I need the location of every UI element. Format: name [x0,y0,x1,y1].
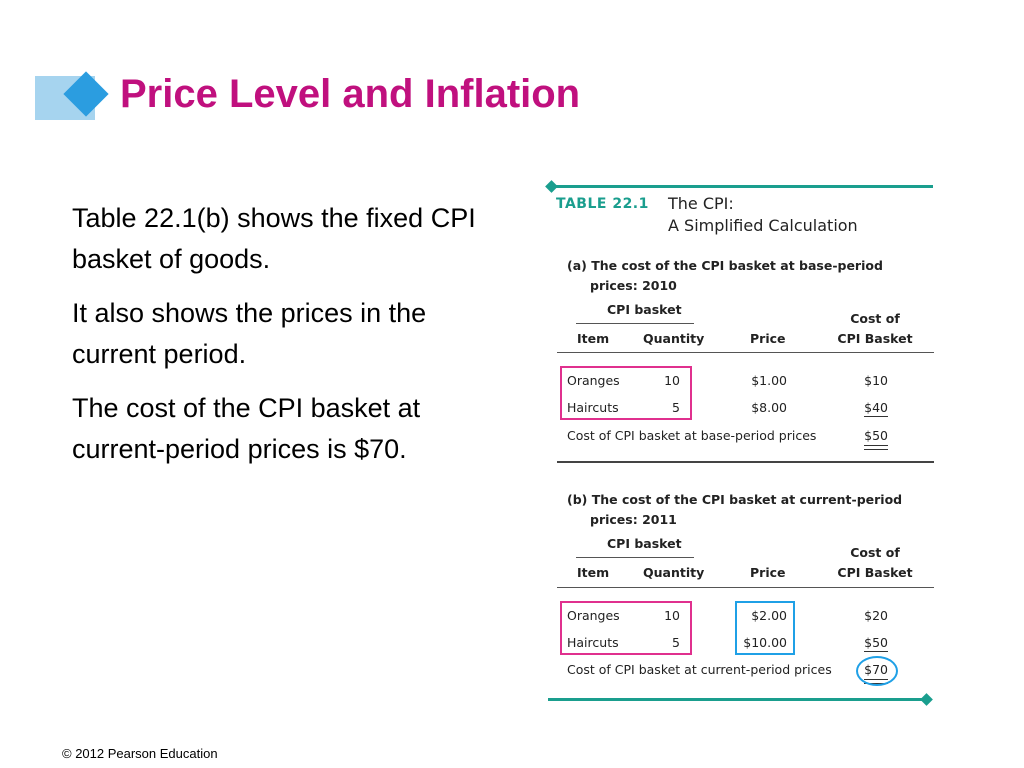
table-cell: $50 [864,635,888,650]
highlight-box-basket-b [560,601,692,655]
paragraph: It also shows the prices in the current … [72,298,427,369]
column-header: Price [750,331,786,346]
column-header: CPI Basket [837,331,913,346]
top-border [552,185,933,188]
section-a-heading: prices: 2010 [590,278,677,293]
table-cell: $20 [864,608,888,623]
total-label: Cost of CPI basket at base-period prices [567,428,817,443]
highlight-box-basket-a [560,366,692,420]
column-header: Quantity [643,565,705,580]
table-cell: Haircuts [567,635,619,650]
copyright-footer: © 2012 Pearson Education [62,746,218,761]
column-header: Price [750,565,786,580]
section-b-heading: (b) The cost of the CPI basket at curren… [567,492,903,507]
sum-underline [864,651,888,652]
table-title: The CPI: A Simplified Calculation [668,193,858,237]
slide-title: Price Level and Inflation [120,72,581,116]
table-cell: $1.00 [751,373,787,388]
teal-diamond-icon [920,693,933,706]
table-title-line: A Simplified Calculation [668,216,858,235]
section-a-heading: (a) The cost of the CPI basket at base-p… [567,258,883,273]
table-cell: Oranges [567,608,620,623]
table-cell: $40 [864,400,888,415]
body-text: Table 22.1(b) shows the fixed CPI basket… [72,198,492,483]
table-title-line: The CPI: [668,194,734,213]
header-rule [557,587,934,588]
highlight-circle-total-b [856,656,898,686]
sum-underline [864,416,888,417]
group-header: CPI basket [607,302,682,317]
table-cell: $2.00 [751,608,787,623]
group-header: CPI basket [607,536,682,551]
double-underline [864,445,888,450]
table-cell: Oranges [567,373,620,388]
section-divider [557,461,934,463]
table-cell: 10 [664,373,680,388]
column-header: Cost of [850,545,900,560]
table-cell: $10.00 [743,635,787,650]
total-label: Cost of CPI basket at current-period pri… [567,662,832,677]
paragraph: The cost of the CPI basket at current-pe… [72,393,421,464]
table-cell: 5 [672,400,680,415]
total-value: $50 [864,428,888,443]
table-label: TABLE 22.1 [556,196,649,212]
section-b-heading: prices: 2011 [590,512,677,527]
bottom-border [548,698,928,701]
table-cell: Haircuts [567,400,619,415]
table-cell: $8.00 [751,400,787,415]
column-header: Cost of [850,311,900,326]
column-header: Quantity [643,331,705,346]
header-rule [557,352,934,353]
group-rule [576,557,694,558]
group-rule [576,323,694,324]
column-header: Item [577,331,610,346]
highlight-box-prices-b [735,601,795,655]
table-cell: 5 [672,635,680,650]
table-cell: 10 [664,608,680,623]
table-cell: $10 [864,373,888,388]
column-header: Item [577,565,610,580]
paragraph: Table 22.1(b) shows the fixed CPI basket… [72,203,476,274]
column-header: CPI Basket [837,565,913,580]
